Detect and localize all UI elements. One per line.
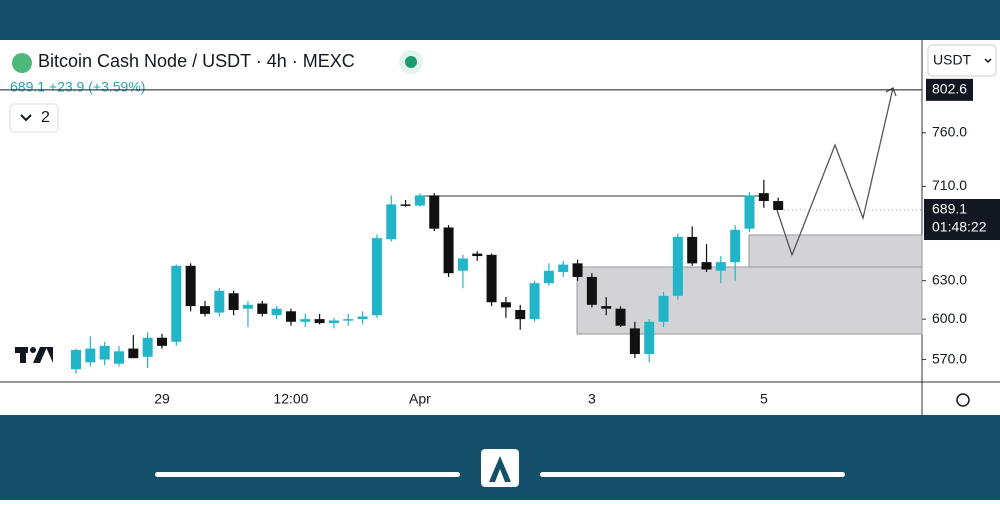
candle-body [171,265,182,342]
candle-body [271,308,282,316]
candle-body [400,204,411,206]
candle-body [615,308,626,326]
candle-body [214,290,225,313]
projection [776,87,894,257]
candle-body [715,262,726,271]
x-tick-label: 12:00 [273,391,308,407]
candle-body [773,201,784,211]
currency-select[interactable] [927,44,997,77]
candle-body [228,293,239,310]
candle-body [386,204,397,240]
candle-body [113,351,124,364]
candle-body [701,262,712,270]
candle-body [257,303,268,314]
candle-body [71,349,81,370]
candle-body [558,264,569,272]
x-tick-label: 5 [760,391,768,407]
level-label: 802.6 [932,81,967,97]
legend: 689.1 +23.9 (+3.59%) [10,79,145,95]
countdown: 01:48:22 [932,219,987,235]
logo-part [33,347,47,363]
y-tick-label: 630.0 [932,271,967,287]
coin-icon [12,53,32,73]
title: Bitcoin Cash Node / USDT · 4h · MEXC [38,51,355,71]
candle-body [128,348,139,359]
candle-body [457,258,468,271]
indicator-toggle[interactable] [9,103,59,133]
indicator-count: 2 [41,109,50,126]
candle-body [543,270,554,284]
candle-body [586,276,597,305]
decor-bar [155,472,460,477]
y-tick-label: 760.0 [932,124,967,140]
candle-body [414,195,425,206]
candle-body [371,238,382,316]
candle-body [730,229,741,263]
y-tick-label: 710.0 [932,177,967,193]
candle-body [242,304,253,309]
chevron [20,114,32,122]
zone [748,234,923,268]
chevron [984,58,992,64]
candle-body [185,265,196,307]
logo-part [46,347,53,363]
candle-body [85,348,96,363]
level-badge [926,78,973,101]
candle-body [285,311,296,322]
candle-body [744,195,755,229]
settings-icon[interactable] [956,393,970,407]
candle-body [99,345,110,360]
price-label: 689.1 [932,201,967,217]
brand-mark [489,456,511,482]
candle-body [443,227,454,274]
candle-body [328,320,339,324]
candle-body [357,316,368,320]
candle-body [343,319,354,321]
candle-body [672,236,683,296]
y-tick-label: 600.0 [932,310,967,326]
x-tick-label: Apr [409,391,431,407]
candle-body [429,195,440,229]
candle-body [300,319,311,322]
currency: USDT [933,52,972,68]
decor-bar [540,472,845,477]
candle-body [529,283,540,320]
price-badge [924,199,1000,241]
logo-part [30,347,36,353]
x-tick-label: 3 [588,391,596,407]
zone [576,266,923,335]
candle-body [199,306,210,314]
candle-body [687,236,698,264]
candle-body [515,309,526,320]
candle-body [142,337,153,357]
candle-body [314,319,325,324]
candle-body [758,193,769,202]
candle-body [644,321,655,355]
logo-part [20,347,26,363]
plot [71,179,923,374]
arrow-head [885,87,897,97]
candle-body [486,254,497,303]
chart-panel [0,40,1000,415]
candle-body [500,302,511,308]
candle-body [629,328,640,355]
candle-body [472,253,483,257]
tv-logo [15,347,53,363]
candle-body [572,263,583,277]
y-tick-label: 570.0 [932,350,967,366]
candle-body [156,337,167,346]
candle-body [658,295,669,322]
candle-body [601,306,612,309]
x-tick-label: 29 [154,391,170,407]
status-dot [405,56,417,68]
